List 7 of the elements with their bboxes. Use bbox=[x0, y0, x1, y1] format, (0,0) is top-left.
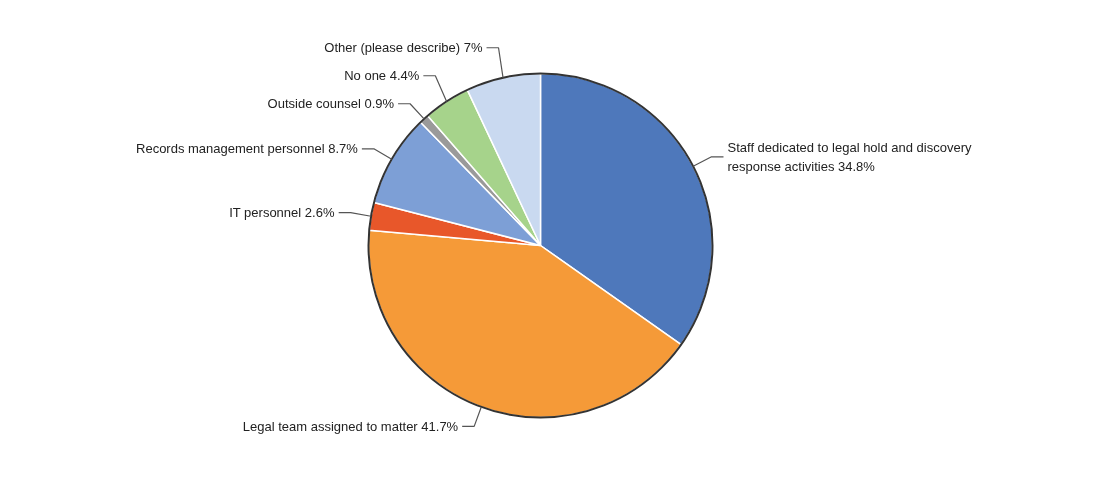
slice-label: Outside counsel 0.9% bbox=[267, 96, 395, 112]
slice-label: Records management personnel 8.7% bbox=[136, 141, 359, 157]
slice-label: Legal team assigned to matter 41.7% bbox=[242, 418, 459, 434]
slice-label: Other (please describe) 7% bbox=[324, 40, 483, 56]
slice-label: No one 4.4% bbox=[344, 68, 420, 84]
slice-label: Staff dedicated to legal hold and discovery response activities 34.8% bbox=[727, 139, 973, 174]
slice-label: IT personnel 2.6% bbox=[229, 205, 335, 221]
